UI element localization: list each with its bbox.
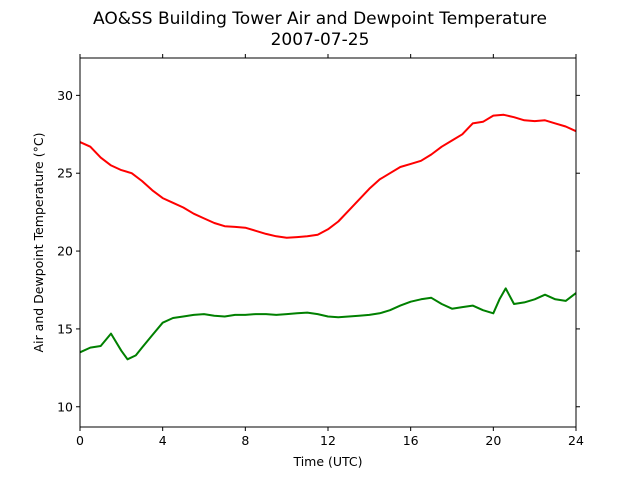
series-line-0: [79, 113, 577, 239]
series-line-1: [79, 287, 577, 361]
plot-frame: [79, 57, 577, 428]
x-axis-label: Time (UTC): [292, 454, 362, 469]
x-tick-label: 12: [320, 433, 336, 448]
y-tick-label: 25: [57, 166, 73, 181]
ticks-layer: 0 4 8 12 16 20 24 10 15 20 25 30: [57, 54, 584, 448]
x-tick-label: 8: [241, 433, 249, 448]
y-tick-label: 10: [57, 399, 73, 414]
chart-subtitle: 2007-07-25: [271, 30, 370, 50]
x-tick-label: 4: [159, 433, 167, 448]
y-tick-label: 15: [57, 321, 73, 336]
series-layer: [79, 113, 577, 361]
y-tick-label: 20: [57, 244, 73, 259]
y-axis-label: Air and Dewpoint Temperature (°C): [31, 133, 46, 353]
x-tick-label: 0: [76, 433, 84, 448]
x-tick-label: 20: [485, 433, 501, 448]
x-tick-label: 24: [568, 433, 584, 448]
chart-title: AO&SS Building Tower Air and Dewpoint Te…: [93, 9, 547, 29]
x-tick-label: 16: [403, 433, 419, 448]
y-tick-label: 30: [57, 88, 73, 103]
